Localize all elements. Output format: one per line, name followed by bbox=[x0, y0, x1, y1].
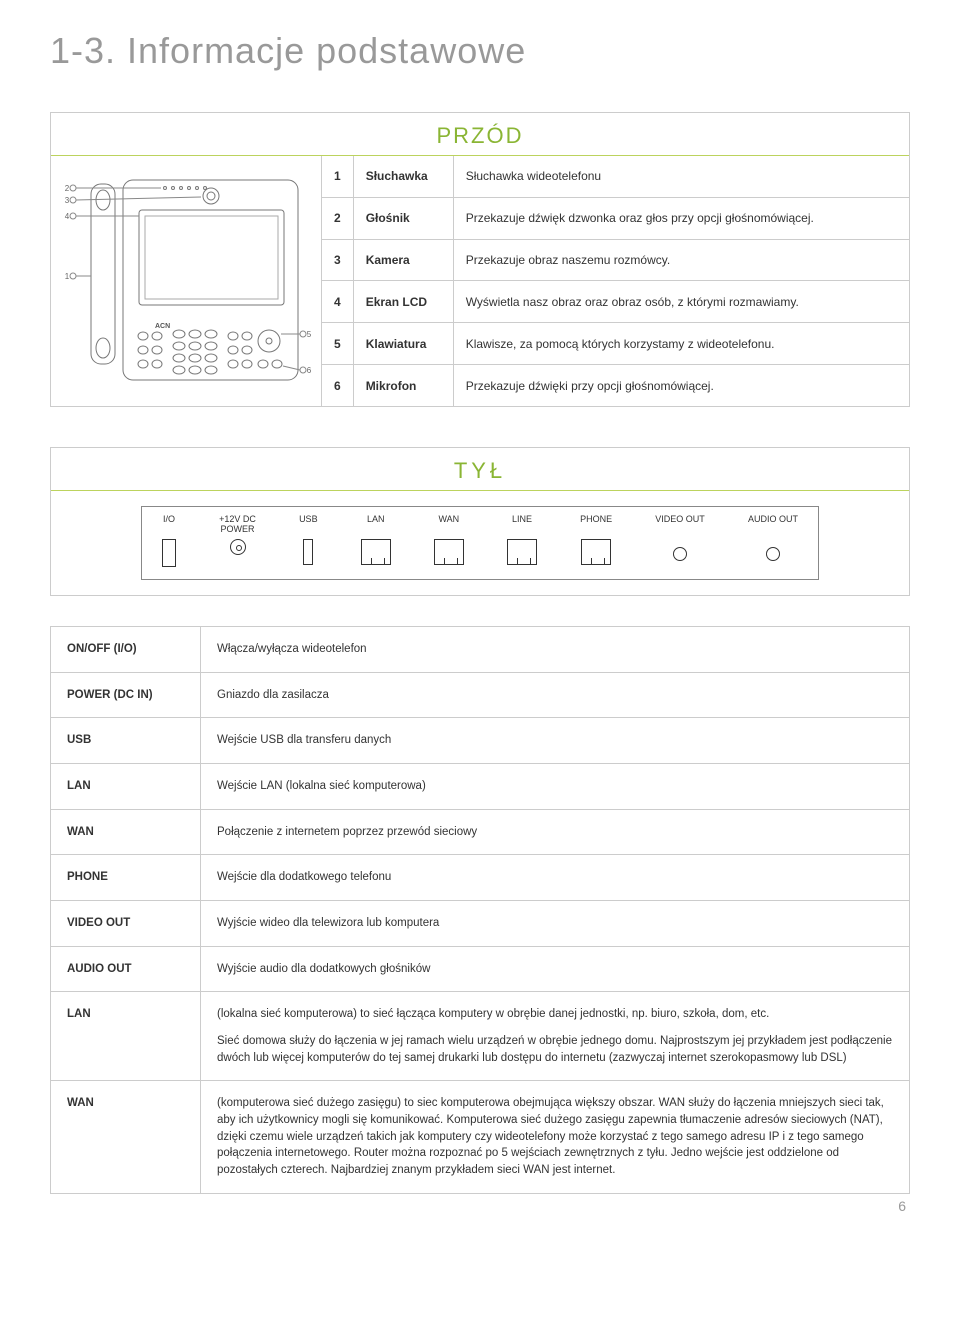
row-label: PHONE bbox=[51, 855, 201, 901]
row-label: ON/OFF (I/O) bbox=[51, 627, 201, 673]
port-video-out: VIDEO OUT bbox=[655, 515, 705, 561]
row-number: 1 bbox=[322, 156, 354, 197]
row-name: Klawiatura bbox=[353, 323, 453, 365]
port-power: +12V DC POWER bbox=[219, 515, 256, 555]
table-row: 1 Słuchawka Słuchawka wideotelefonu bbox=[322, 156, 910, 197]
row-label: POWER (DC IN) bbox=[51, 672, 201, 718]
table-row: 3 Kamera Przekazuje obraz naszemu rozmów… bbox=[322, 239, 910, 281]
row-desc: (komputerowa sieć dużego zasięgu) to sie… bbox=[201, 1081, 910, 1193]
port-usb: USB bbox=[299, 515, 318, 565]
row-desc: Gniazdo dla zasilacza bbox=[201, 672, 910, 718]
front-header: PRZÓD bbox=[51, 113, 909, 156]
row-name: Ekran LCD bbox=[353, 281, 453, 323]
row-desc: Wejście dla dodatkowego telefonu bbox=[201, 855, 910, 901]
table-row: WAN (komputerowa sieć dużego zasięgu) to… bbox=[51, 1081, 910, 1193]
row-desc: Wyświetla nasz obraz oraz obraz osób, z … bbox=[453, 281, 909, 323]
row-desc: Przekazuje dźwięk dzwonka oraz głos przy… bbox=[453, 197, 909, 239]
row-number: 5 bbox=[322, 323, 354, 365]
row-number: 4 bbox=[322, 281, 354, 323]
table-row: ON/OFF (I/O)Włącza/wyłącza wideotelefon bbox=[51, 627, 910, 673]
table-row: PHONEWejście dla dodatkowego telefonu bbox=[51, 855, 910, 901]
front-section: PRZÓD bbox=[50, 112, 910, 407]
page-number: 6 bbox=[50, 1194, 910, 1214]
row-name: Głośnik bbox=[353, 197, 453, 239]
row-label: USB bbox=[51, 718, 201, 764]
row-desc: Przekazuje obraz naszemu rozmówcy. bbox=[453, 239, 909, 281]
row-label: WAN bbox=[51, 1081, 201, 1193]
row-label: WAN bbox=[51, 809, 201, 855]
svg-text:2: 2 bbox=[65, 184, 70, 193]
table-row: USBWejście USB dla transferu danych bbox=[51, 718, 910, 764]
port-io: I/O bbox=[162, 515, 176, 567]
svg-text:1: 1 bbox=[65, 272, 70, 281]
table-row: 6 Mikrofon Przekazuje dźwięki przy opcji… bbox=[322, 365, 910, 406]
back-section: TYŁ I/O +12V DC POWER USB LAN bbox=[50, 447, 910, 596]
table-row: LANWejście LAN (lokalna sieć komputerowa… bbox=[51, 764, 910, 810]
row-desc: Klawisze, za pomocą których korzystamy z… bbox=[453, 323, 909, 365]
port-wan: WAN bbox=[434, 515, 464, 565]
front-table: 1 Słuchawka Słuchawka wideotelefonu 2 Gł… bbox=[321, 156, 909, 406]
svg-text:6: 6 bbox=[307, 366, 311, 375]
table-row: POWER (DC IN)Gniazdo dla zasilacza bbox=[51, 672, 910, 718]
svg-text:4: 4 bbox=[65, 212, 70, 221]
row-desc: Połączenie z internetem poprzez przewód … bbox=[201, 809, 910, 855]
row-name: Słuchawka bbox=[353, 156, 453, 197]
row-name: Kamera bbox=[353, 239, 453, 281]
row-desc: Słuchawka wideotelefonu bbox=[453, 156, 909, 197]
table-row: VIDEO OUTWyjście wideo dla telewizora lu… bbox=[51, 901, 910, 947]
table-row: 4 Ekran LCD Wyświetla nasz obraz oraz ob… bbox=[322, 281, 910, 323]
row-label: VIDEO OUT bbox=[51, 901, 201, 947]
row-name: Mikrofon bbox=[353, 365, 453, 406]
table-row: 2 Głośnik Przekazuje dźwięk dzwonka oraz… bbox=[322, 197, 910, 239]
back-header: TYŁ bbox=[51, 448, 909, 491]
table-row: LAN (lokalna sieć komputerowa) to sieć ł… bbox=[51, 992, 910, 1081]
row-number: 2 bbox=[322, 197, 354, 239]
back-diagram: I/O +12V DC POWER USB LAN WAN bbox=[51, 491, 909, 595]
row-label: LAN bbox=[51, 764, 201, 810]
table-row: AUDIO OUTWyjście audio dla dodatkowych g… bbox=[51, 946, 910, 992]
table-row: WANPołączenie z internetem poprzez przew… bbox=[51, 809, 910, 855]
row-desc: Wyjście wideo dla telewizora lub kompute… bbox=[201, 901, 910, 947]
page-title: 1-3. Informacje podstawowe bbox=[50, 30, 910, 72]
row-desc: Przekazuje dźwięki przy opcji głośnomówi… bbox=[453, 365, 909, 406]
row-number: 3 bbox=[322, 239, 354, 281]
row-label: AUDIO OUT bbox=[51, 946, 201, 992]
back-table: ON/OFF (I/O)Włącza/wyłącza wideotelefon … bbox=[50, 626, 910, 1194]
svg-text:3: 3 bbox=[65, 196, 70, 205]
row-desc: Wejście USB dla transferu danych bbox=[201, 718, 910, 764]
port-phone: PHONE bbox=[580, 515, 612, 565]
svg-text:ACN: ACN bbox=[155, 323, 170, 330]
port-lan: LAN bbox=[361, 515, 391, 565]
port-audio-out: AUDIO OUT bbox=[748, 515, 798, 561]
table-row: 5 Klawiatura Klawisze, za pomocą których… bbox=[322, 323, 910, 365]
row-number: 6 bbox=[322, 365, 354, 406]
row-label: LAN bbox=[51, 992, 201, 1081]
row-desc: Wyjście audio dla dodatkowych głośników bbox=[201, 946, 910, 992]
front-illustration: ACN bbox=[51, 156, 321, 406]
svg-text:5: 5 bbox=[307, 330, 311, 339]
row-desc: Włącza/wyłącza wideotelefon bbox=[201, 627, 910, 673]
port-line: LINE bbox=[507, 515, 537, 565]
row-desc: (lokalna sieć komputerowa) to sieć łączą… bbox=[201, 992, 910, 1081]
row-desc: Wejście LAN (lokalna sieć komputerowa) bbox=[201, 764, 910, 810]
